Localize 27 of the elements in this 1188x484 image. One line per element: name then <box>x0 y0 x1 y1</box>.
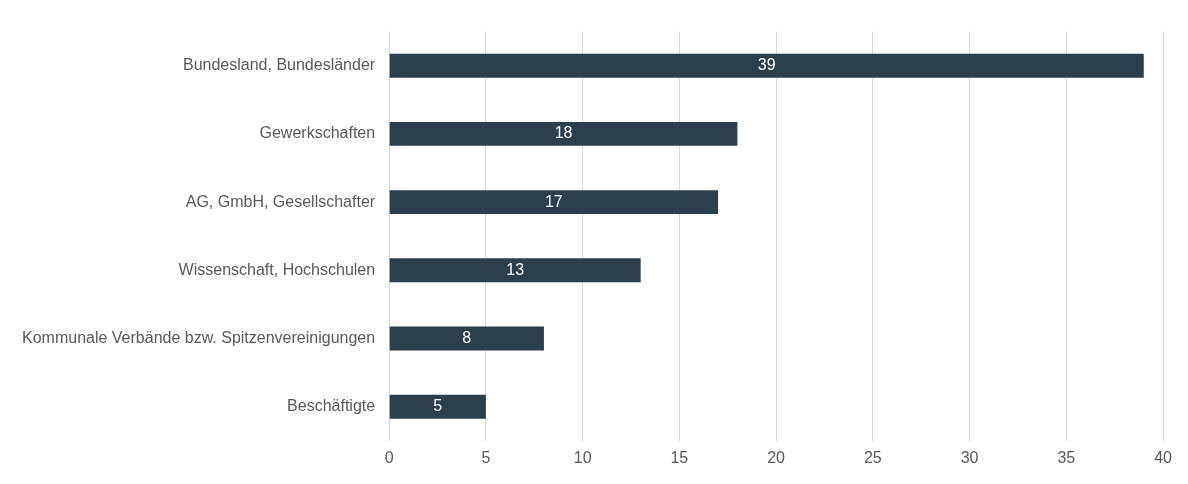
x-tick-label: 5 <box>481 448 491 466</box>
bar <box>389 326 544 351</box>
data-label: 18 <box>554 124 573 142</box>
data-label: 39 <box>757 56 776 74</box>
x-tick-label: 40 <box>1154 448 1173 466</box>
x-tick-label: 20 <box>767 448 786 466</box>
data-label: 5 <box>433 397 443 415</box>
x-tick-label: 0 <box>384 448 394 466</box>
bar <box>389 394 486 419</box>
data-label: 13 <box>506 260 525 278</box>
bar <box>389 121 738 146</box>
y-tick-label: Beschäftigte <box>287 397 376 415</box>
y-tick-label: Gewerkschaften <box>259 124 376 142</box>
data-label: 17 <box>544 192 563 210</box>
bar <box>389 258 641 283</box>
y-tick-label: Bundesland, Bundesländer <box>182 56 376 74</box>
data-label: 8 <box>462 328 472 346</box>
x-tick-label: 10 <box>573 448 592 466</box>
y-tick-label: AG, GmbH, Gesellschafter <box>185 192 376 210</box>
x-tick-label: 35 <box>1057 448 1076 466</box>
x-tick-label: 30 <box>960 448 979 466</box>
bar <box>389 53 1144 78</box>
y-tick-label: Wissenschaft, Hochschulen <box>178 260 376 278</box>
x-tick-label: 25 <box>863 448 882 466</box>
x-tick-label: 15 <box>670 448 689 466</box>
y-tick-label: Kommunale Verbände bzw. Spitzenvereinigungen <box>22 328 376 346</box>
bar <box>389 190 719 215</box>
